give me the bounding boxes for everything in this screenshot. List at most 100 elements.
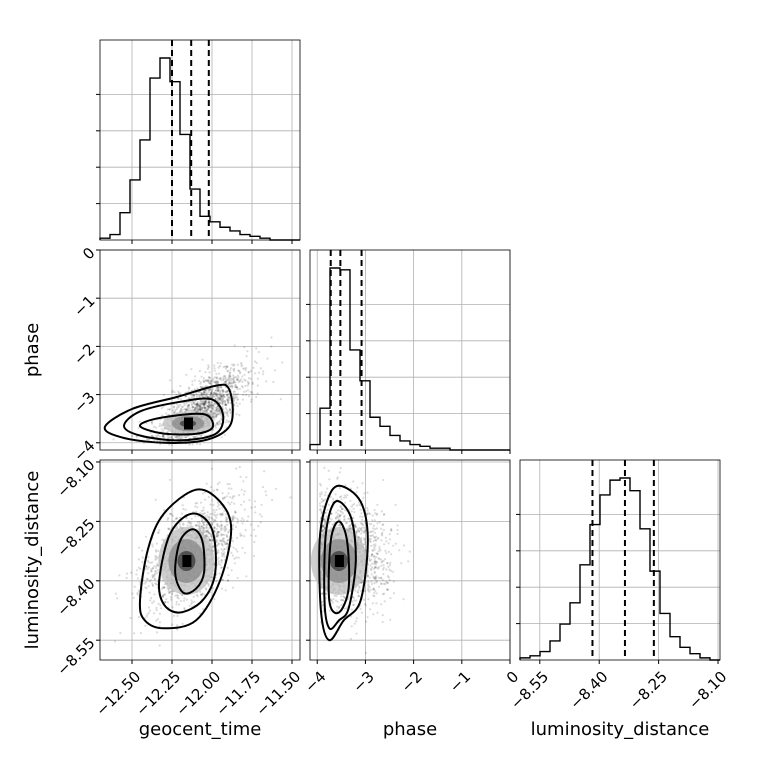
sample-point xyxy=(170,598,173,601)
sample-point xyxy=(207,537,210,540)
sample-point xyxy=(379,558,383,561)
sample-point xyxy=(222,540,225,543)
sample-point xyxy=(382,582,385,585)
sample-point xyxy=(223,525,226,529)
sample-point xyxy=(320,497,323,501)
panel-frame xyxy=(99,39,301,241)
sample-point xyxy=(203,402,206,405)
sample-point xyxy=(266,357,269,360)
sample-point xyxy=(188,409,191,412)
sample-point xyxy=(233,380,236,384)
sample-point xyxy=(243,378,246,381)
sample-point xyxy=(343,596,346,599)
sample-point xyxy=(232,397,235,400)
sample-point xyxy=(217,392,220,395)
sample-point xyxy=(209,392,212,395)
sample-point xyxy=(141,556,144,559)
sample-point xyxy=(234,393,237,396)
sample-point xyxy=(371,519,374,522)
sample-point xyxy=(188,407,191,410)
sample-point xyxy=(199,501,203,504)
sample-point xyxy=(155,564,158,568)
sample-point xyxy=(207,376,210,379)
sample-point xyxy=(200,527,203,530)
sample-point xyxy=(377,567,380,570)
sample-point xyxy=(221,513,224,516)
sample-point xyxy=(204,400,207,403)
sample-point xyxy=(211,407,214,410)
sample-point xyxy=(152,600,155,603)
sample-point xyxy=(161,414,164,417)
sample-point xyxy=(148,591,151,594)
sample-point xyxy=(216,482,219,486)
sample-point xyxy=(161,587,164,590)
sample-point xyxy=(367,585,370,588)
sample-point xyxy=(380,603,383,606)
sample-point xyxy=(232,586,235,589)
sample-point xyxy=(358,529,361,532)
sample-point xyxy=(214,514,217,517)
sample-point xyxy=(371,566,374,569)
sample-point xyxy=(145,564,148,568)
sample-point xyxy=(217,399,220,402)
sample-point xyxy=(374,545,377,548)
sample-point xyxy=(166,408,169,411)
sample-point xyxy=(376,611,379,614)
sample-point xyxy=(216,539,219,542)
sample-point xyxy=(343,519,346,522)
sample-point xyxy=(168,512,172,516)
sample-point xyxy=(209,413,212,416)
sample-point xyxy=(196,595,199,598)
sample-point xyxy=(402,598,405,601)
sample-point xyxy=(119,631,122,635)
sample-point xyxy=(360,512,363,515)
sample-point xyxy=(339,467,342,470)
sample-point xyxy=(165,598,168,601)
sample-point xyxy=(208,538,212,542)
sample-point xyxy=(240,534,243,537)
sample-point xyxy=(181,405,184,408)
sample-point xyxy=(207,395,210,398)
sample-point xyxy=(228,380,231,383)
sample-point xyxy=(220,539,223,542)
sample-point xyxy=(392,592,396,595)
sample-point xyxy=(318,508,321,511)
sample-point xyxy=(220,514,223,517)
sample-point xyxy=(224,513,228,516)
y-tick-label: −1 xyxy=(70,292,98,320)
sample-point xyxy=(370,534,373,538)
sample-point xyxy=(334,493,337,496)
sample-point xyxy=(144,624,147,627)
sample-point xyxy=(221,400,225,403)
sample-point xyxy=(200,403,203,406)
sample-point xyxy=(218,377,221,380)
sample-point xyxy=(207,400,211,404)
sample-point xyxy=(235,401,238,404)
sample-point xyxy=(323,466,326,469)
sample-point xyxy=(229,382,232,385)
sample-point xyxy=(224,378,227,381)
sample-point xyxy=(375,576,378,579)
sample-point xyxy=(236,550,239,553)
sample-point xyxy=(218,397,222,400)
sample-point xyxy=(255,361,258,364)
sample-point xyxy=(361,522,364,525)
sample-point xyxy=(225,365,228,368)
sample-point xyxy=(203,391,206,394)
sample-point xyxy=(373,560,377,563)
sample-point xyxy=(241,386,244,389)
sample-point xyxy=(265,494,268,497)
sample-point xyxy=(222,365,225,369)
sample-point xyxy=(237,376,240,379)
sample-point xyxy=(208,376,211,379)
sample-point xyxy=(385,581,388,584)
sample-point xyxy=(196,405,199,408)
sample-point xyxy=(202,391,205,394)
sample-point xyxy=(191,380,194,383)
sample-point xyxy=(212,411,215,414)
sample-point xyxy=(207,380,210,383)
sample-point xyxy=(201,407,204,410)
sample-point xyxy=(155,606,158,610)
sample-point xyxy=(217,386,220,389)
sample-point xyxy=(193,435,196,438)
